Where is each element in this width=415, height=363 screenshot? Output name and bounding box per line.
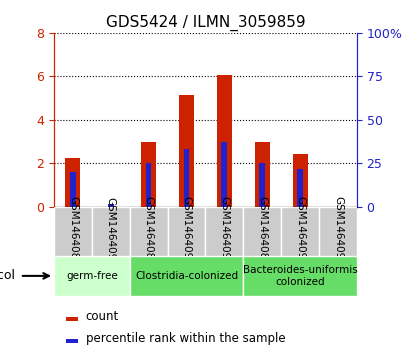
Bar — [129, 207, 168, 256]
Bar — [281, 207, 319, 256]
Bar — [217, 75, 232, 207]
Bar — [92, 207, 129, 256]
Bar — [293, 154, 308, 207]
Bar — [65, 158, 81, 207]
Text: Clostridia-colonized: Clostridia-colonized — [135, 271, 238, 281]
Text: percentile rank within the sample: percentile rank within the sample — [86, 333, 286, 345]
Bar — [66, 317, 78, 321]
Bar — [54, 207, 92, 256]
Text: protocol: protocol — [0, 269, 16, 282]
Bar — [54, 256, 129, 296]
Bar — [205, 207, 243, 256]
Text: GSM1464089: GSM1464089 — [144, 196, 154, 266]
Bar — [179, 95, 194, 207]
Text: GSM1464093: GSM1464093 — [333, 196, 343, 266]
Bar — [168, 207, 205, 256]
Bar — [243, 207, 281, 256]
Bar — [259, 163, 265, 207]
Title: GDS5424 / ILMN_3059859: GDS5424 / ILMN_3059859 — [105, 15, 305, 31]
Bar — [319, 207, 357, 256]
Text: germ-free: germ-free — [66, 271, 118, 281]
Bar — [297, 169, 303, 207]
Bar — [183, 150, 189, 207]
Bar — [146, 163, 151, 207]
Bar — [222, 142, 227, 207]
Bar — [108, 204, 114, 207]
Text: GSM1464092: GSM1464092 — [181, 196, 191, 266]
Text: GSM1464091: GSM1464091 — [295, 196, 305, 266]
Bar — [66, 339, 78, 343]
Bar — [141, 142, 156, 207]
Text: GSM1464087: GSM1464087 — [68, 196, 78, 266]
Text: GSM1464088: GSM1464088 — [257, 196, 267, 266]
Text: GSM1464090: GSM1464090 — [106, 196, 116, 266]
Text: Bacteroides-uniformis
colonized: Bacteroides-uniformis colonized — [243, 265, 357, 287]
Bar — [129, 256, 243, 296]
Text: GSM1464094: GSM1464094 — [220, 196, 229, 266]
Bar — [243, 256, 357, 296]
Text: count: count — [86, 310, 119, 323]
Bar — [255, 142, 270, 207]
Bar — [70, 172, 76, 207]
